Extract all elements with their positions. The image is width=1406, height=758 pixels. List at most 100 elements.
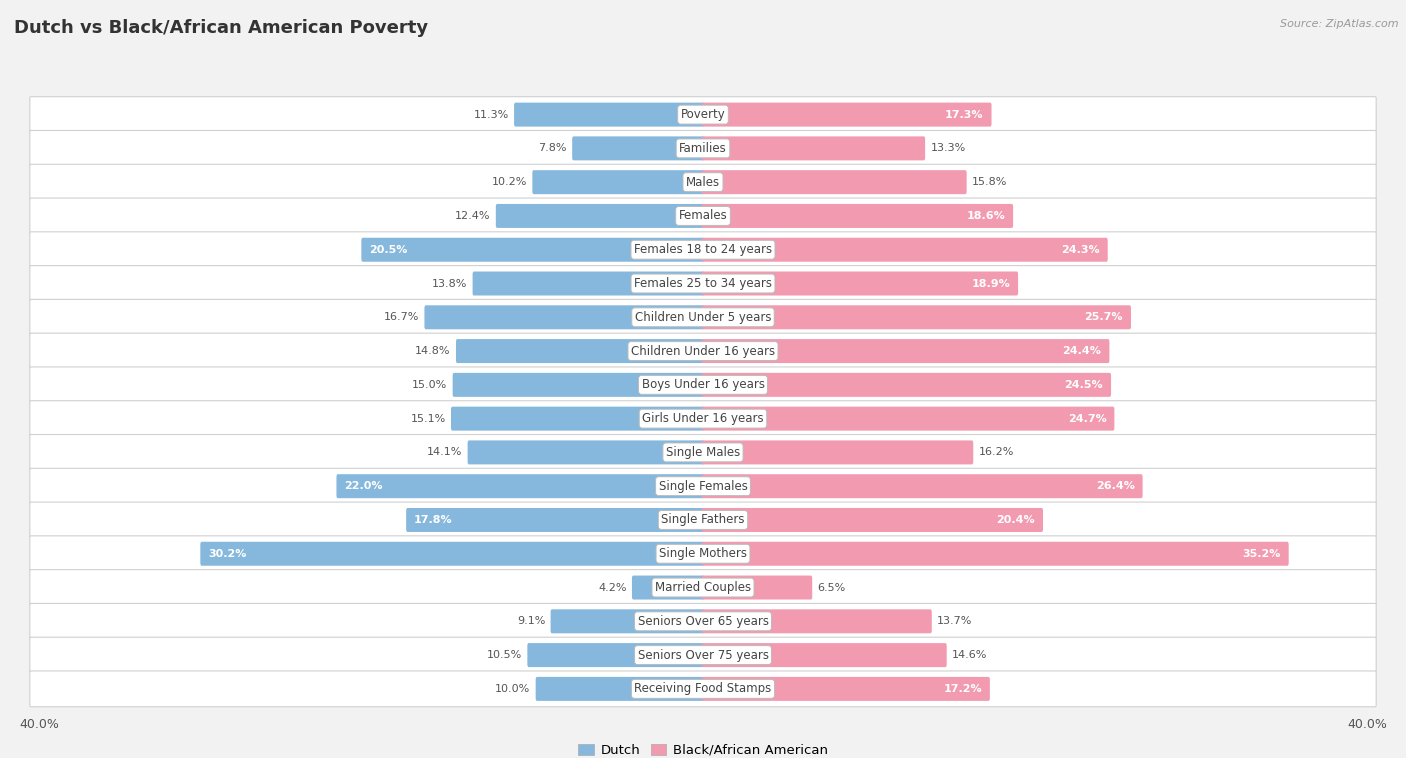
- FancyBboxPatch shape: [702, 339, 1109, 363]
- FancyBboxPatch shape: [30, 198, 1376, 234]
- FancyBboxPatch shape: [451, 406, 704, 431]
- Text: Single Males: Single Males: [666, 446, 740, 459]
- FancyBboxPatch shape: [30, 97, 1376, 133]
- Text: 22.0%: 22.0%: [344, 481, 382, 491]
- FancyBboxPatch shape: [30, 671, 1376, 706]
- Text: 15.0%: 15.0%: [412, 380, 447, 390]
- Text: 16.7%: 16.7%: [384, 312, 419, 322]
- Text: 13.7%: 13.7%: [936, 616, 973, 626]
- Text: 4.2%: 4.2%: [598, 583, 627, 593]
- FancyBboxPatch shape: [702, 238, 1108, 262]
- Text: 17.8%: 17.8%: [415, 515, 453, 525]
- Text: 13.8%: 13.8%: [432, 278, 467, 289]
- Text: 25.7%: 25.7%: [1084, 312, 1123, 322]
- FancyBboxPatch shape: [702, 406, 1115, 431]
- Text: Girls Under 16 years: Girls Under 16 years: [643, 412, 763, 425]
- FancyBboxPatch shape: [336, 475, 704, 498]
- Text: Females 25 to 34 years: Females 25 to 34 years: [634, 277, 772, 290]
- Text: 35.2%: 35.2%: [1243, 549, 1281, 559]
- Text: Single Mothers: Single Mothers: [659, 547, 747, 560]
- FancyBboxPatch shape: [702, 171, 966, 194]
- FancyBboxPatch shape: [30, 232, 1376, 268]
- Text: 24.4%: 24.4%: [1063, 346, 1101, 356]
- FancyBboxPatch shape: [527, 643, 704, 667]
- FancyBboxPatch shape: [30, 367, 1376, 402]
- Text: Families: Families: [679, 142, 727, 155]
- Text: 17.2%: 17.2%: [943, 684, 981, 694]
- Text: Boys Under 16 years: Boys Under 16 years: [641, 378, 765, 391]
- Text: 6.5%: 6.5%: [817, 583, 846, 593]
- Text: 10.2%: 10.2%: [492, 177, 527, 187]
- Text: Males: Males: [686, 176, 720, 189]
- FancyBboxPatch shape: [30, 569, 1376, 606]
- FancyBboxPatch shape: [702, 575, 813, 600]
- FancyBboxPatch shape: [631, 575, 704, 600]
- Text: 20.5%: 20.5%: [370, 245, 408, 255]
- FancyBboxPatch shape: [30, 502, 1376, 538]
- Text: 24.7%: 24.7%: [1067, 414, 1107, 424]
- FancyBboxPatch shape: [702, 643, 946, 667]
- FancyBboxPatch shape: [406, 508, 704, 532]
- Text: 17.3%: 17.3%: [945, 110, 984, 120]
- Text: 10.5%: 10.5%: [486, 650, 522, 660]
- FancyBboxPatch shape: [702, 204, 1014, 228]
- FancyBboxPatch shape: [425, 305, 704, 329]
- FancyBboxPatch shape: [30, 299, 1376, 335]
- FancyBboxPatch shape: [702, 508, 1043, 532]
- Text: 15.8%: 15.8%: [972, 177, 1007, 187]
- Text: Seniors Over 75 years: Seniors Over 75 years: [637, 649, 769, 662]
- FancyBboxPatch shape: [496, 204, 704, 228]
- Text: Children Under 5 years: Children Under 5 years: [634, 311, 772, 324]
- Text: 16.2%: 16.2%: [979, 447, 1014, 457]
- FancyBboxPatch shape: [702, 305, 1130, 329]
- Text: 14.8%: 14.8%: [415, 346, 451, 356]
- Text: 9.1%: 9.1%: [517, 616, 546, 626]
- FancyBboxPatch shape: [702, 542, 1289, 565]
- FancyBboxPatch shape: [30, 603, 1376, 639]
- FancyBboxPatch shape: [30, 468, 1376, 504]
- FancyBboxPatch shape: [702, 271, 1018, 296]
- Text: Females: Females: [679, 209, 727, 222]
- Text: Single Females: Single Females: [658, 480, 748, 493]
- FancyBboxPatch shape: [702, 609, 932, 633]
- FancyBboxPatch shape: [551, 609, 704, 633]
- FancyBboxPatch shape: [30, 536, 1376, 572]
- Text: Poverty: Poverty: [681, 108, 725, 121]
- Text: 20.4%: 20.4%: [997, 515, 1035, 525]
- Text: 26.4%: 26.4%: [1095, 481, 1135, 491]
- FancyBboxPatch shape: [702, 136, 925, 161]
- FancyBboxPatch shape: [702, 440, 973, 465]
- Text: 15.1%: 15.1%: [411, 414, 446, 424]
- Text: 24.3%: 24.3%: [1062, 245, 1099, 255]
- Text: 24.5%: 24.5%: [1064, 380, 1104, 390]
- FancyBboxPatch shape: [572, 136, 704, 161]
- FancyBboxPatch shape: [200, 542, 704, 565]
- FancyBboxPatch shape: [702, 102, 991, 127]
- Text: 12.4%: 12.4%: [456, 211, 491, 221]
- FancyBboxPatch shape: [30, 265, 1376, 302]
- Text: 30.2%: 30.2%: [208, 549, 246, 559]
- Text: 7.8%: 7.8%: [538, 143, 567, 153]
- Text: Single Fathers: Single Fathers: [661, 513, 745, 527]
- Text: Seniors Over 65 years: Seniors Over 65 years: [637, 615, 769, 628]
- FancyBboxPatch shape: [30, 401, 1376, 437]
- Text: 13.3%: 13.3%: [931, 143, 966, 153]
- Text: Females 18 to 24 years: Females 18 to 24 years: [634, 243, 772, 256]
- Text: Dutch vs Black/African American Poverty: Dutch vs Black/African American Poverty: [14, 19, 429, 37]
- FancyBboxPatch shape: [536, 677, 704, 701]
- FancyBboxPatch shape: [533, 171, 704, 194]
- FancyBboxPatch shape: [468, 440, 704, 465]
- Text: 18.6%: 18.6%: [966, 211, 1005, 221]
- Text: 10.0%: 10.0%: [495, 684, 530, 694]
- FancyBboxPatch shape: [702, 475, 1143, 498]
- FancyBboxPatch shape: [30, 637, 1376, 673]
- Text: 11.3%: 11.3%: [474, 110, 509, 120]
- Text: 18.9%: 18.9%: [972, 278, 1010, 289]
- FancyBboxPatch shape: [30, 434, 1376, 470]
- FancyBboxPatch shape: [456, 339, 704, 363]
- FancyBboxPatch shape: [453, 373, 704, 397]
- Text: 14.1%: 14.1%: [427, 447, 463, 457]
- FancyBboxPatch shape: [702, 677, 990, 701]
- FancyBboxPatch shape: [30, 334, 1376, 369]
- Text: Source: ZipAtlas.com: Source: ZipAtlas.com: [1281, 19, 1399, 29]
